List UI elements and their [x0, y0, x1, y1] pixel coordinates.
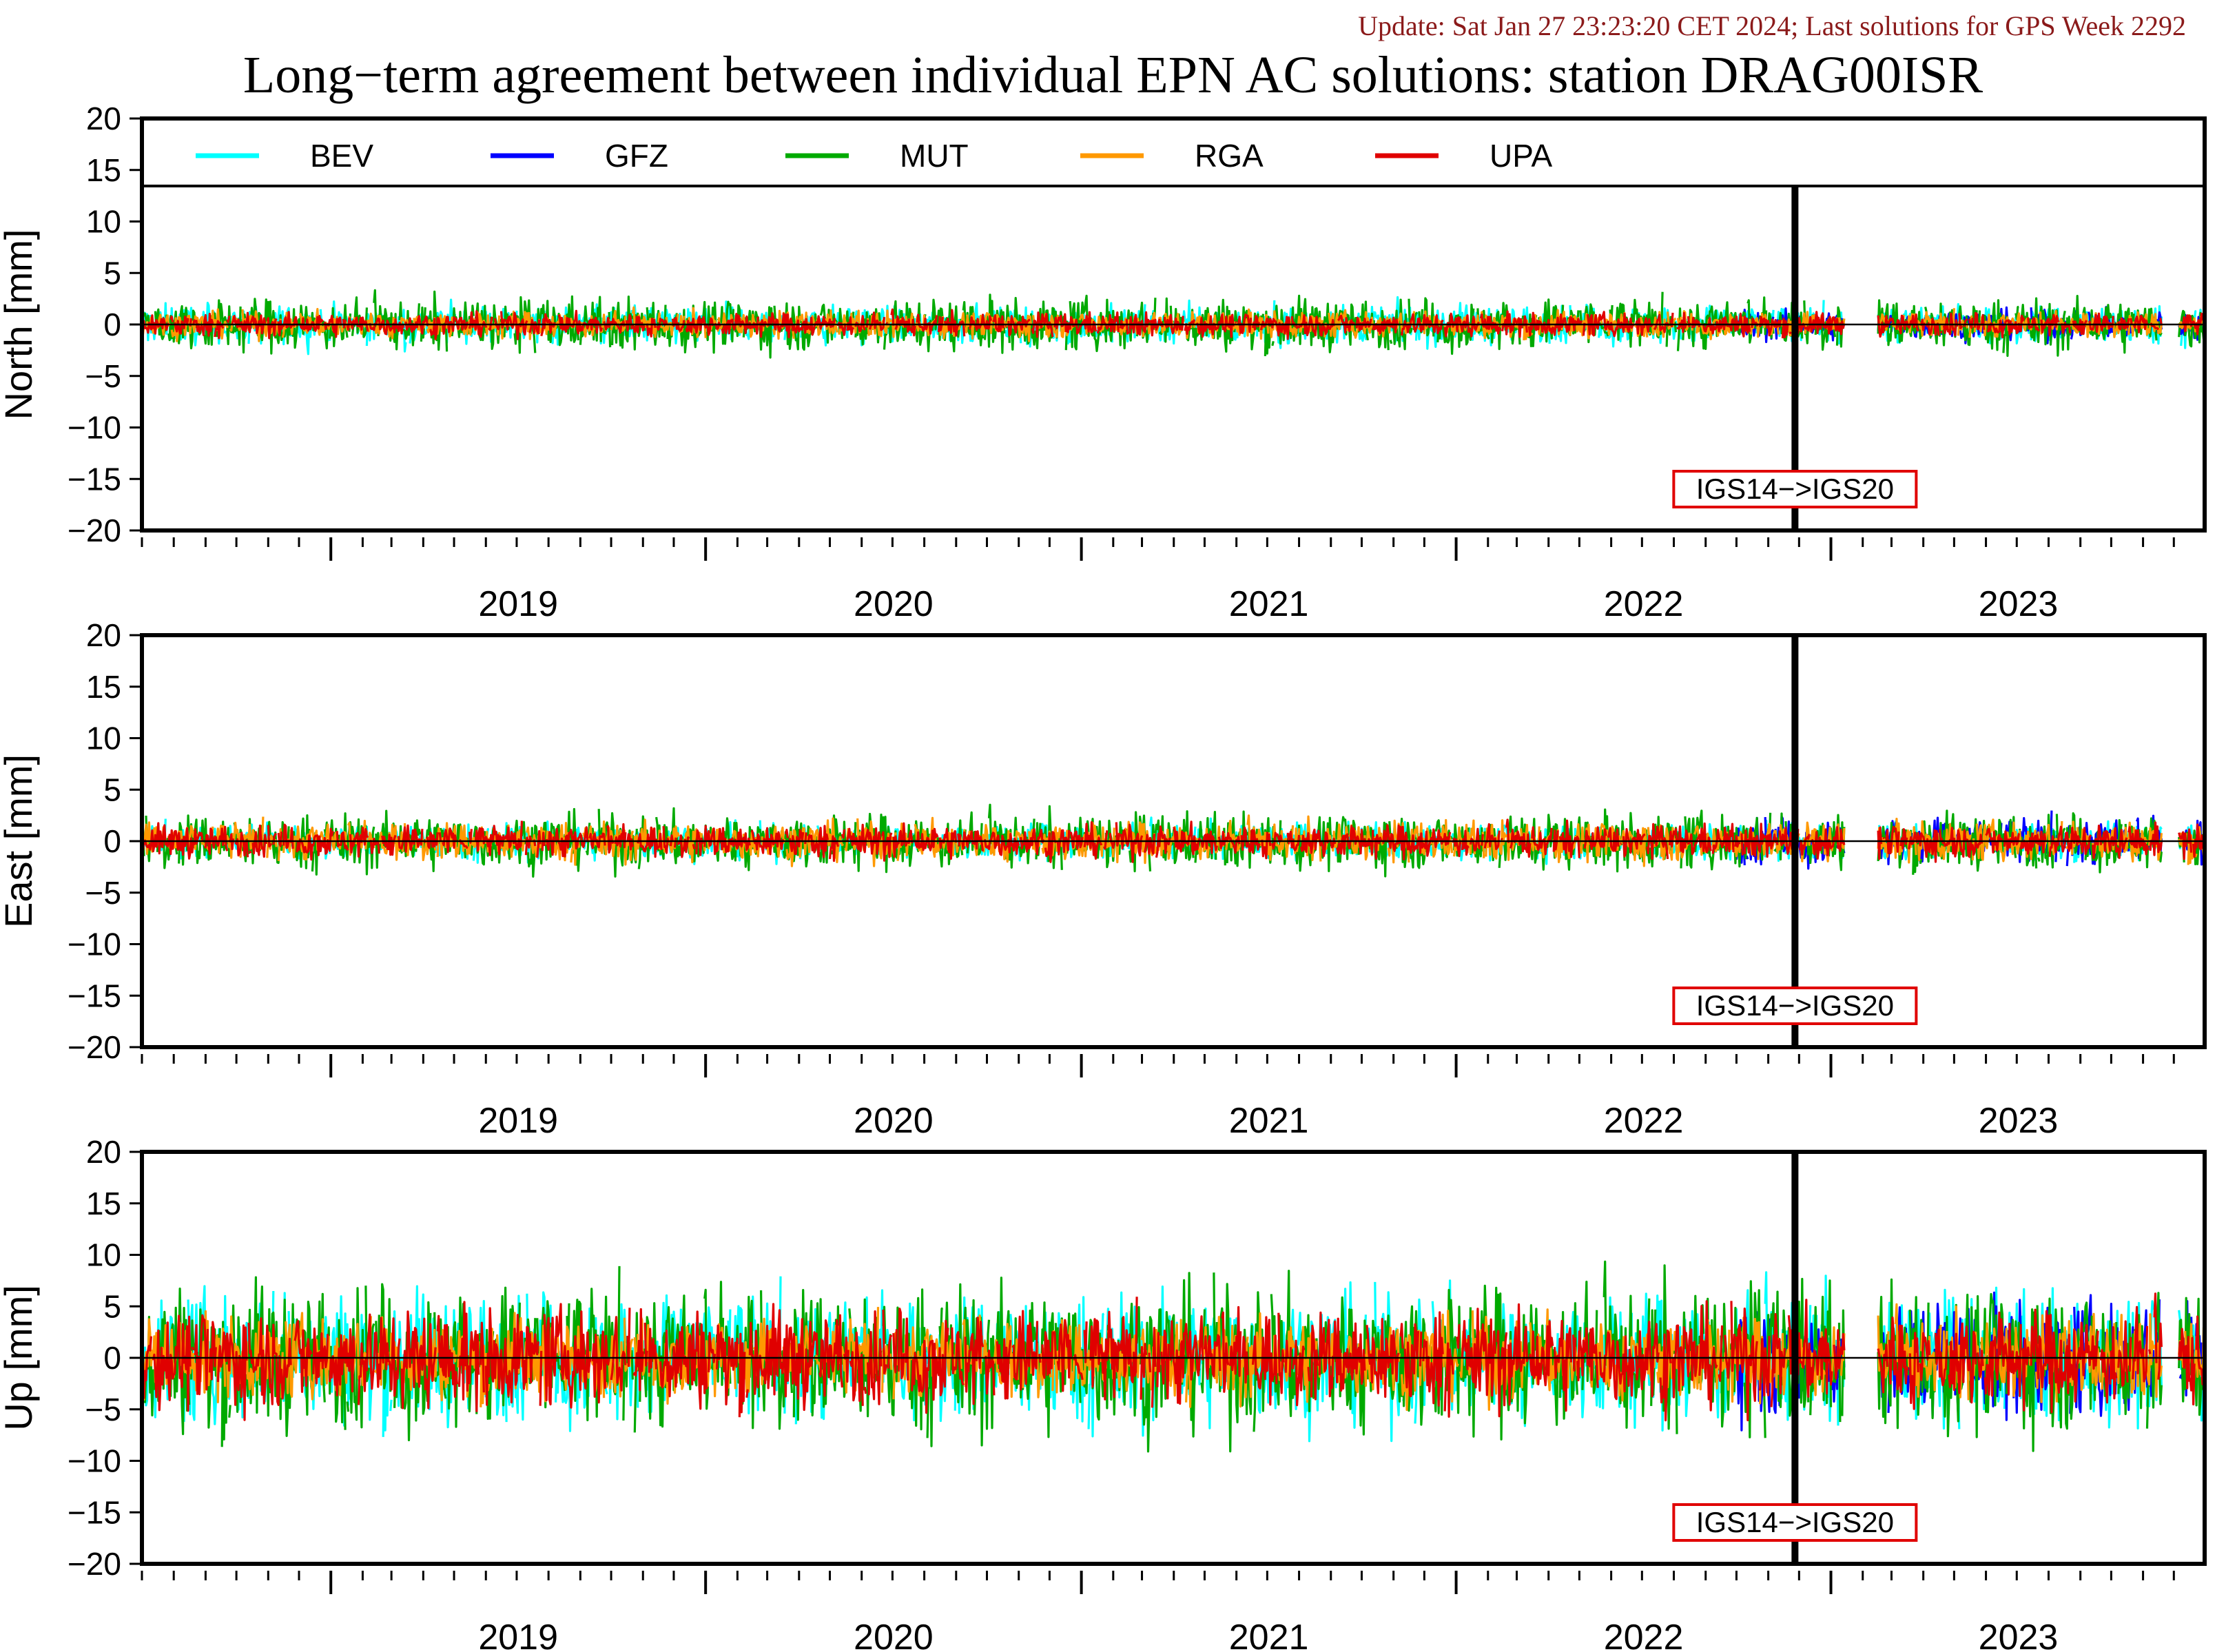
legend-label-rga: RGA — [1195, 138, 1264, 174]
y-tick-label: 10 — [86, 1237, 121, 1273]
y-tick-label: 0 — [103, 307, 121, 342]
x-tick-label: 2019 — [478, 584, 558, 624]
y-tick-label: −10 — [68, 1443, 121, 1479]
panel-1: IGS14−>IGS20 BEV GFZ MUT RGA UPA 20 15 10 5 0 −5 −10… — [0, 101, 2207, 624]
x-tick-label: 2019 — [478, 1618, 558, 1652]
chart-title: Long−term agreement between individual E… — [243, 46, 1983, 104]
legend-label-gfz: GFZ — [605, 138, 668, 174]
x-tick-label: 2023 — [1979, 1101, 2059, 1141]
y-tick-label: 0 — [103, 1340, 121, 1376]
y-tick-label: −20 — [68, 1029, 121, 1065]
series-line-upa — [142, 308, 2205, 340]
x-tick-label: 2023 — [1979, 584, 2059, 624]
y-tick-label: −20 — [68, 513, 121, 548]
x-tick-label: 2022 — [1604, 1618, 1684, 1652]
legend-label-upa: UPA — [1490, 138, 1552, 174]
y-tick-label: 15 — [86, 669, 121, 705]
frame-change-label: IGS14−>IGS20 — [1696, 473, 1894, 505]
y-tick-label: 0 — [103, 823, 121, 859]
update-timestamp: Update: Sat Jan 27 23:23:20 CET 2024; La… — [1358, 10, 2186, 41]
legend-background — [142, 118, 2205, 186]
y-tick-label: −5 — [85, 875, 121, 911]
x-tick-label: 2021 — [1229, 584, 1309, 624]
legend-label-bev: BEV — [310, 138, 373, 174]
y-axis-label: Up [mm] — [0, 1285, 40, 1431]
y-tick-label: −5 — [85, 358, 121, 394]
frame-change-label: IGS14−>IGS20 — [1696, 1506, 1894, 1538]
y-tick-label: 5 — [103, 772, 121, 807]
y-tick-label: 15 — [86, 152, 121, 188]
frame-change-label-box — [1672, 470, 1918, 508]
x-tick-label: 2021 — [1229, 1618, 1309, 1652]
y-tick-label: −15 — [68, 1494, 121, 1530]
y-tick-label: 20 — [86, 1134, 121, 1170]
y-tick-label: −10 — [68, 927, 121, 962]
x-tick-label: 2022 — [1604, 584, 1684, 624]
y-tick-label: −5 — [85, 1392, 121, 1427]
frame-change-label-box — [1672, 987, 1918, 1025]
y-tick-label: 10 — [86, 204, 121, 240]
y-tick-label: −10 — [68, 410, 121, 446]
series-line-upa — [142, 818, 2205, 863]
frame-change-label-box — [1672, 1503, 1918, 1542]
legend-label-mut: MUT — [900, 138, 969, 174]
y-tick-label: 20 — [86, 101, 121, 136]
y-tick-label: 5 — [103, 1288, 121, 1324]
x-tick-label: 2022 — [1604, 1101, 1684, 1141]
panel-2: IGS14−>IGS20 20 15 10 5 0 −5 −10 −15 −20 East [mm]… — [0, 617, 2207, 1141]
x-tick-label: 2023 — [1979, 1618, 2059, 1652]
frame-change-label: IGS14−>IGS20 — [1696, 989, 1894, 1022]
y-tick-label: 5 — [103, 255, 121, 291]
y-tick-label: −15 — [68, 461, 121, 497]
x-tick-label: 2020 — [854, 1101, 934, 1141]
x-tick-label: 2020 — [854, 1618, 934, 1652]
y-axis-label: East [mm] — [0, 754, 40, 928]
panel-3: IGS14−>IGS20 20 15 10 5 0 −5 −10 −15 −20 Up [mm] 20… — [0, 1134, 2207, 1652]
series-group — [142, 1260, 2205, 1453]
y-tick-label: 15 — [86, 1186, 121, 1221]
y-tick-label: 20 — [86, 617, 121, 653]
y-axis-label: North [mm] — [0, 229, 40, 420]
y-tick-label: −15 — [68, 978, 121, 1013]
y-tick-label: 10 — [86, 721, 121, 756]
series-line-upa — [142, 1292, 2205, 1422]
x-tick-label: 2019 — [478, 1101, 558, 1141]
x-tick-label: 2020 — [854, 584, 934, 624]
x-tick-label: 2021 — [1229, 1101, 1309, 1141]
y-tick-label: −20 — [68, 1546, 121, 1582]
